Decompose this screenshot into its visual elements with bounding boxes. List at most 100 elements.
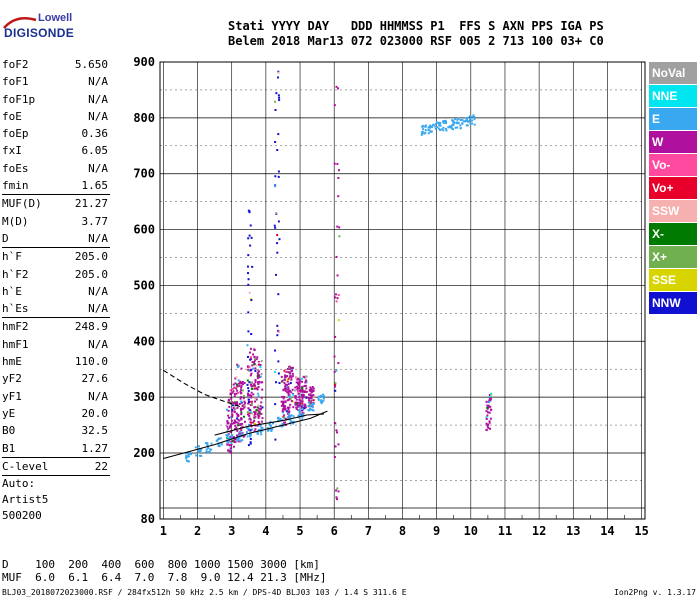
extraordinary_w-point bbox=[225, 408, 228, 411]
oblique_e-point bbox=[452, 123, 455, 126]
extraordinary_w-point bbox=[309, 401, 312, 404]
extraordinary_w-point bbox=[296, 405, 299, 408]
extraordinary_w-point bbox=[312, 389, 315, 392]
w_vertical-point bbox=[335, 300, 338, 303]
param-separator bbox=[2, 317, 110, 319]
ordinary_e-point bbox=[210, 448, 213, 451]
w_vertical-point bbox=[487, 404, 490, 407]
extraordinary_w-point bbox=[250, 381, 253, 384]
ordinary_e-point bbox=[297, 409, 300, 412]
extraordinary_w-point bbox=[257, 363, 260, 366]
w_vertical-point bbox=[334, 383, 337, 386]
extraordinary_w-point bbox=[241, 405, 244, 408]
extraordinary_w-point bbox=[288, 366, 291, 369]
w_vertical-point bbox=[333, 355, 336, 358]
extraordinary_w-point bbox=[254, 410, 257, 413]
extraordinary_w-point bbox=[247, 428, 250, 431]
oblique_e-point bbox=[450, 126, 453, 129]
extraordinary_w-point bbox=[246, 411, 249, 414]
extraordinary_w-point bbox=[252, 367, 255, 370]
extraordinary_w-point bbox=[235, 392, 238, 395]
extraordinary_w-point bbox=[229, 444, 232, 447]
w_vertical-point bbox=[486, 425, 489, 428]
w_vertical-point bbox=[486, 423, 489, 426]
w_vertical-point bbox=[490, 408, 493, 411]
ordinary_e-point bbox=[321, 395, 324, 398]
extraordinary_w-point bbox=[297, 401, 300, 404]
header-line-2: Belem 2018 Mar13 072 023000 RSF 005 2 71… bbox=[228, 34, 604, 48]
param-separator bbox=[2, 475, 110, 477]
oblique_e-point bbox=[445, 129, 448, 132]
extraordinary_w-point bbox=[258, 422, 261, 425]
legend-item-x-minusplus: X+ bbox=[649, 246, 697, 268]
param-value: 5.650 bbox=[74, 58, 108, 71]
extraordinary_w-point bbox=[253, 414, 256, 417]
extraordinary_w-point bbox=[260, 420, 263, 423]
oblique_e-point bbox=[429, 125, 432, 128]
oblique_e-point bbox=[432, 123, 435, 126]
extraordinary_w-point bbox=[286, 375, 289, 378]
w_vertical-point bbox=[336, 297, 339, 300]
extraordinary_w-point bbox=[250, 385, 253, 388]
param-key: yE bbox=[2, 406, 16, 420]
extraordinary_w-point bbox=[233, 421, 236, 424]
extraordinary_w-point bbox=[256, 356, 259, 359]
extraordinary_w-point bbox=[253, 361, 256, 364]
ordinary_e-point bbox=[321, 393, 324, 396]
extraordinary_w-point bbox=[305, 375, 308, 378]
ordinary_e-point bbox=[208, 450, 211, 453]
y-tick-label: 80 bbox=[141, 512, 155, 526]
extraordinary_w-point bbox=[287, 408, 290, 411]
logo-swoosh-icon bbox=[3, 17, 37, 29]
w_vertical-point bbox=[334, 422, 337, 425]
ordinary_e-point bbox=[281, 425, 284, 428]
extraordinary_w-point bbox=[281, 410, 284, 413]
y-tick-label: 700 bbox=[133, 167, 155, 181]
oblique_e-point bbox=[442, 121, 445, 124]
ordinary_e-point bbox=[299, 414, 302, 417]
ordinary_e-point bbox=[230, 435, 233, 438]
extraordinary_w-point bbox=[240, 401, 243, 404]
ordinary_e-point bbox=[188, 451, 191, 454]
param-row-fof1: foF1 N/A bbox=[0, 73, 112, 90]
vertical_lines-point bbox=[249, 369, 252, 372]
extraordinary_w-point bbox=[249, 424, 252, 427]
extraordinary_w-point bbox=[302, 395, 305, 398]
vertical_lines-point bbox=[248, 365, 251, 368]
w_vertical-point bbox=[336, 487, 339, 490]
param-row-clevel: C-level 22 bbox=[0, 458, 112, 475]
oblique_e-point bbox=[454, 126, 457, 129]
ordinary_e-point bbox=[207, 451, 210, 454]
oblique_e-point bbox=[465, 117, 468, 120]
extraordinary_w-point bbox=[295, 381, 298, 384]
ordinary_e-point bbox=[218, 437, 221, 440]
vertical_lines-point bbox=[249, 438, 252, 441]
oblique_e-point bbox=[469, 122, 472, 125]
extraordinary_w-point bbox=[295, 398, 298, 401]
vertical_lines-point bbox=[247, 283, 250, 286]
x-tick-label: 9 bbox=[433, 524, 440, 538]
extraordinary_w-point bbox=[240, 411, 243, 414]
ordinary_e-point bbox=[216, 438, 219, 441]
vertical_lines-point bbox=[275, 381, 278, 384]
extraordinary_w-point bbox=[307, 397, 310, 400]
extraordinary_w-point bbox=[238, 384, 241, 387]
extraordinary_w-point bbox=[310, 399, 313, 402]
extraordinary_w-point bbox=[285, 423, 288, 426]
extraordinary_w-point bbox=[233, 392, 236, 395]
y-tick-label: 900 bbox=[133, 55, 155, 69]
vertical_lines-point bbox=[249, 429, 252, 432]
param-value: N/A bbox=[88, 75, 108, 89]
vertical_lines-point bbox=[274, 226, 277, 229]
vertical_lines-point bbox=[274, 108, 277, 111]
extraordinary_w-point bbox=[257, 385, 260, 388]
header-line-1: Stati YYYY DAY DDD HHMMSS P1 FFS S AXN P… bbox=[228, 19, 604, 33]
extraordinary_w-point bbox=[253, 397, 256, 400]
extraordinary_w-point bbox=[287, 377, 290, 380]
vertical_lines-point bbox=[277, 70, 280, 73]
oblique_e-point bbox=[450, 127, 453, 130]
vertical_lines-point bbox=[249, 442, 252, 445]
extraordinary_w-point bbox=[253, 356, 256, 359]
ordinary_e-point bbox=[261, 427, 264, 430]
extraordinary_w-point bbox=[253, 430, 256, 433]
